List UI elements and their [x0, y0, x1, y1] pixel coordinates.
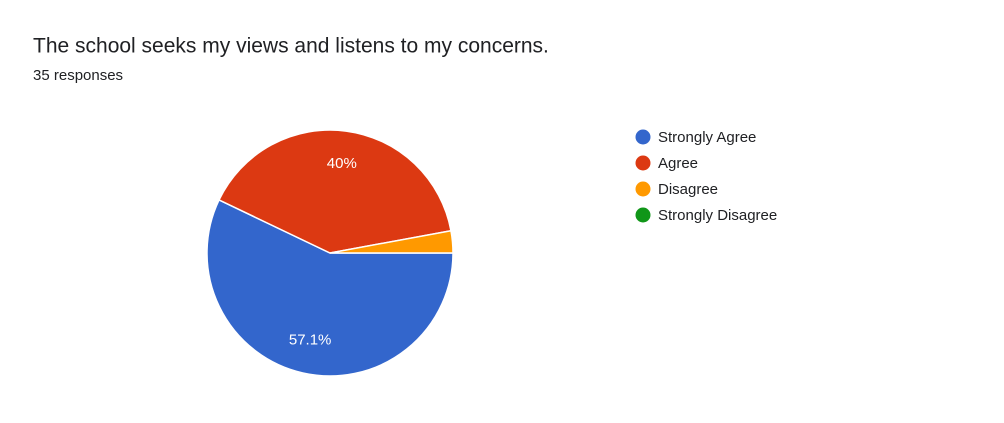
legend-marker — [635, 129, 651, 145]
legend-marker — [635, 207, 651, 223]
legend-marker — [635, 155, 651, 171]
slice-label: 57.1% — [289, 332, 332, 349]
slice-label: 40% — [327, 155, 357, 172]
legend-label: Strongly Disagree — [658, 207, 777, 224]
chart-title: The school seeks my views and listens to… — [33, 35, 549, 58]
legend-label: Agree — [658, 155, 698, 172]
pie-slice — [329, 229, 454, 254]
legend-marker — [635, 181, 651, 197]
pie-slice — [206, 198, 454, 377]
legend-label: Disagree — [658, 181, 718, 198]
chart-subtitle: 35 responses — [33, 67, 123, 84]
legend-label: Strongly Agree — [658, 129, 756, 146]
pie-slice — [218, 129, 452, 254]
